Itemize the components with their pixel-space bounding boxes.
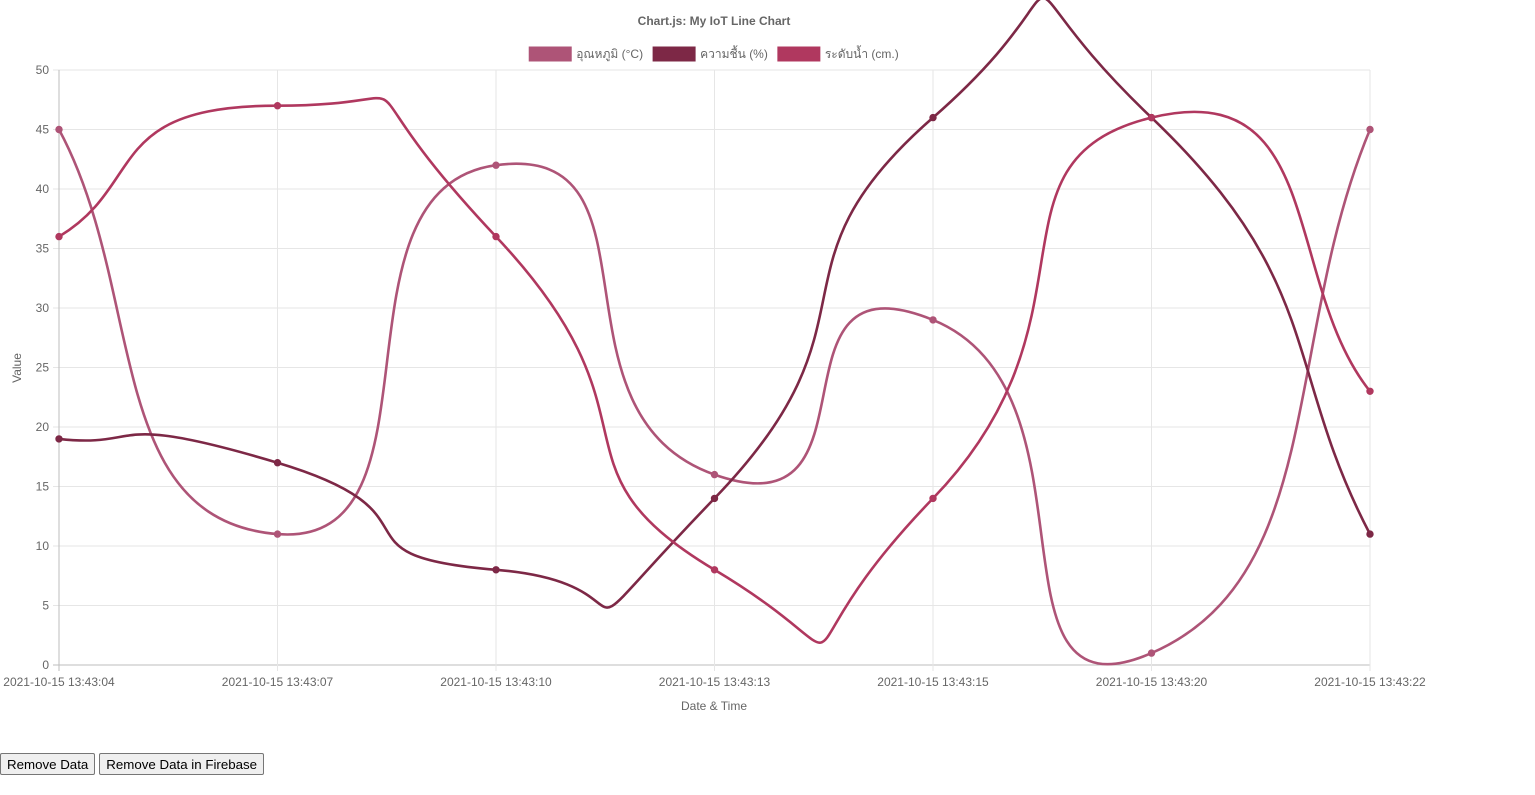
x-axis-label: Date & Time	[681, 699, 747, 713]
x-tick-label: 2021-10-15 13:43:15	[877, 675, 989, 689]
y-axis-ticks: 0 5 10 15 20 25 30 35 40 45 50	[36, 63, 50, 672]
data-point[interactable]	[55, 125, 63, 134]
legend-item[interactable]: ระดับน้ำ (cm.)	[777, 45, 899, 62]
data-point[interactable]	[1366, 530, 1374, 538]
y-tick-label: 30	[36, 301, 50, 315]
legend-swatch	[777, 46, 821, 62]
data-point[interactable]	[1147, 113, 1156, 122]
series-points[interactable]	[55, 102, 1374, 657]
legend-label: อุณหภูมิ (°C)	[576, 47, 643, 62]
data-point[interactable]	[710, 494, 719, 503]
x-tick-label: 2021-10-15 13:43:10	[440, 675, 552, 689]
legend-label: ความชื้น (%)	[700, 45, 768, 61]
data-point[interactable]	[1147, 649, 1156, 657]
chart-title: Chart.js: My IoT Line Chart	[638, 14, 791, 28]
y-tick-label: 15	[36, 480, 50, 494]
data-point[interactable]	[1366, 125, 1374, 134]
data-point[interactable]	[492, 161, 500, 169]
data-point[interactable]	[55, 232, 63, 241]
legend-swatch	[528, 46, 572, 62]
legend-label: ระดับน้ำ (cm.)	[825, 45, 899, 61]
legend-item[interactable]: ความชื้น (%)	[652, 45, 768, 62]
x-tick-label: 2021-10-15 13:43:04	[3, 675, 115, 689]
iot-line-chart: Chart.js: My IoT Line Chart อุณหภูมิ (°C…	[3, 0, 1426, 713]
x-tick-label: 2021-10-15 13:43:20	[1096, 675, 1208, 689]
data-point[interactable]	[492, 566, 500, 574]
data-point[interactable]	[55, 435, 63, 443]
x-tick-label: 2021-10-15 13:43:13	[659, 675, 771, 689]
data-point[interactable]	[929, 494, 937, 503]
data-point[interactable]	[929, 316, 937, 324]
chart-legend[interactable]: อุณหภูมิ (°C) ความชื้น (%) ระดับน้ำ (cm.)	[528, 45, 899, 62]
y-tick-label: 50	[36, 63, 50, 77]
y-tick-label: 35	[36, 242, 50, 256]
x-axis-ticks: 2021-10-15 13:43:04 2021-10-15 13:43:07 20…	[3, 675, 1426, 689]
y-tick-label: 0	[42, 658, 49, 672]
y-tick-label: 10	[36, 539, 50, 553]
data-point[interactable]	[273, 459, 282, 467]
y-tick-label: 20	[36, 420, 50, 434]
y-tick-label: 25	[36, 361, 50, 375]
remove-data-firebase-button[interactable]: Remove Data in Firebase	[99, 753, 265, 775]
chart-canvas: Chart.js: My IoT Line Chart อุณหภูมิ (°C…	[3, 0, 1426, 713]
data-point[interactable]	[710, 470, 719, 479]
legend-swatch	[652, 46, 696, 62]
y-tick-label: 45	[36, 123, 50, 137]
y-axis-label: Value	[10, 353, 24, 383]
data-point[interactable]	[929, 113, 937, 122]
data-point[interactable]	[273, 102, 282, 110]
legend-item[interactable]: อุณหภูมิ (°C)	[528, 46, 643, 62]
data-point[interactable]	[492, 232, 500, 241]
y-tick-label: 5	[42, 599, 49, 613]
data-point[interactable]	[710, 566, 719, 574]
y-tick-label: 40	[36, 182, 50, 196]
chart-grid	[53, 69, 1371, 671]
data-point[interactable]	[1366, 387, 1374, 395]
data-point[interactable]	[273, 530, 282, 538]
x-tick-label: 2021-10-15 13:43:22	[1314, 675, 1426, 689]
action-buttons: Remove Data Remove Data in Firebase	[0, 753, 265, 775]
remove-data-button[interactable]: Remove Data	[0, 753, 96, 775]
x-tick-label: 2021-10-15 13:43:07	[222, 675, 334, 689]
